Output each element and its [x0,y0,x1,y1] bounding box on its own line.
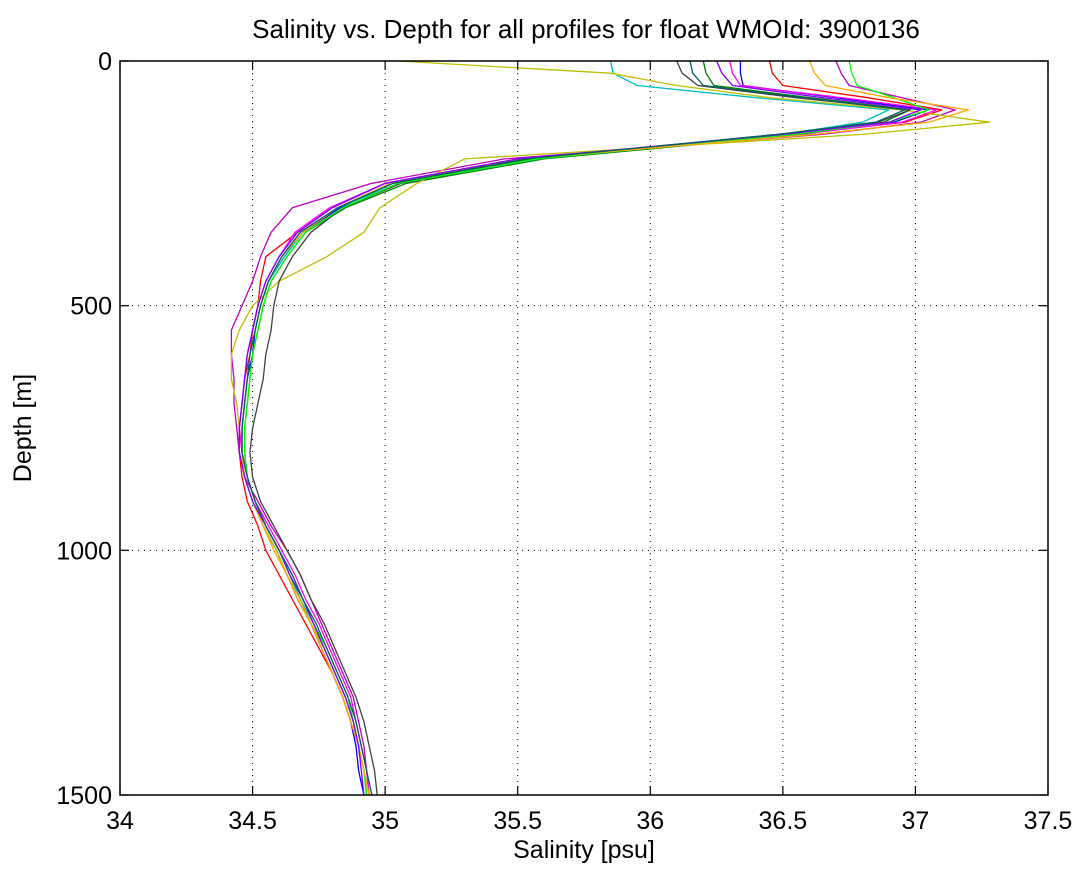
profile-line-7 [249,60,911,796]
y-tick-label: 500 [70,293,112,321]
y-tick-label: 0 [98,48,112,76]
profile-line-4 [241,60,890,796]
y-axis-label: Depth [m] [9,374,37,482]
x-tick-label: 37 [902,807,930,835]
x-tick-label: 36.5 [759,807,808,835]
profile-line-12 [241,60,906,796]
profile-line-9 [243,60,930,796]
x-tick-label: 37.5 [1024,807,1073,835]
x-tick-label: 35.5 [493,807,542,835]
profile-line-11 [238,60,922,796]
x-tick-label: 34.5 [228,807,277,835]
chart-title: Salinity vs. Depth for all profiles for … [252,14,920,44]
profile-series [230,60,991,796]
x-tick-label: 34 [106,807,134,835]
x-axis-ticks: 34 34.5 35 35.5 36 36.5 37 37.5 [106,61,1072,835]
y-tick-label: 1500 [56,782,112,810]
plot-frame [119,60,1049,796]
y-tick-label: 1000 [56,537,112,565]
profile-line-8 [238,60,938,796]
profile-line-3 [238,60,943,796]
x-axis-label: Salinity [psu] [513,836,655,864]
profile-line-2 [243,60,911,796]
grid-lines [120,61,1048,795]
y-axis-ticks: 0 500 1000 1500 [56,48,1048,810]
x-tick-label: 35 [371,807,399,835]
x-tick-label: 36 [636,807,664,835]
